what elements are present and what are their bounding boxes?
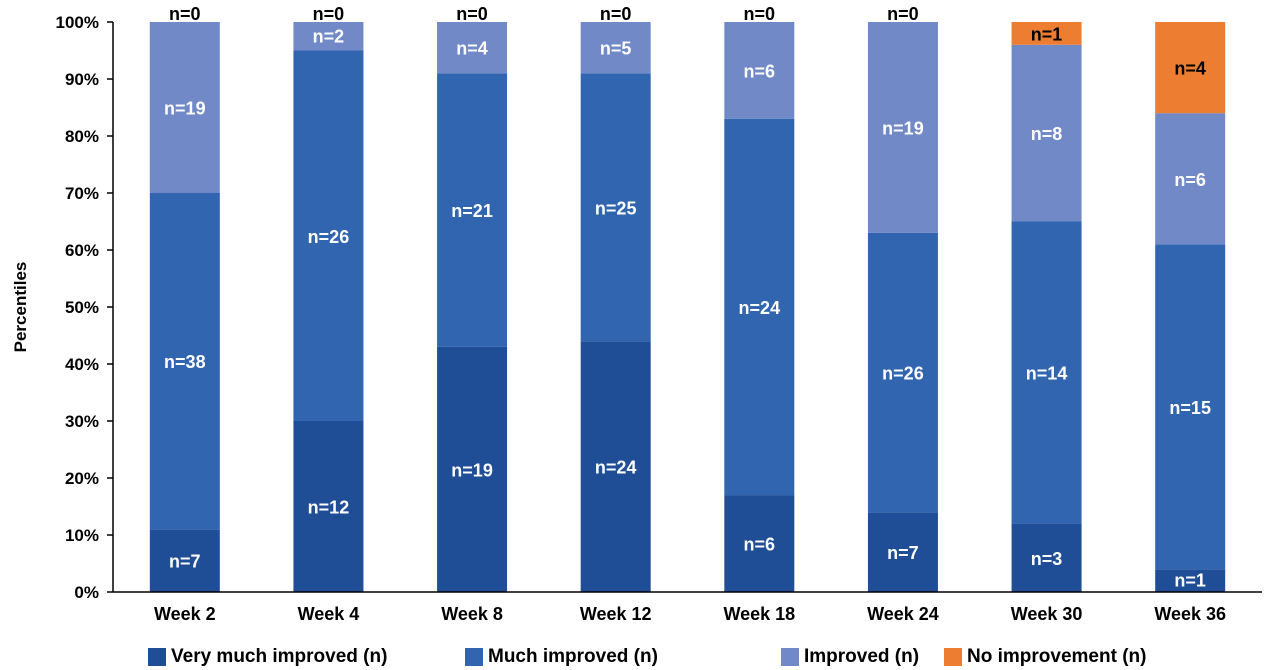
x-tick-label: Week 8 [441,604,503,624]
data-label: n=3 [1031,549,1063,569]
bar-segment [293,50,364,421]
data-label: n=0 [313,4,345,24]
data-label: n=15 [1169,398,1211,418]
bar-segment [1155,569,1226,592]
data-label: n=2 [313,26,345,46]
x-axis: Week 2 Week 4 Week 8 Week 12 Week 18 Week 24 W… [113,591,1262,624]
y-axis-title: Percentiles [11,262,30,353]
legend-item: No improvement (n) [944,645,1146,669]
bar-segment [1155,244,1226,570]
legend-label: Much improved (n) [488,646,658,667]
bar-segment [580,341,651,592]
y-tick-label: 60% [65,241,99,260]
legend-label: No improvement (n) [967,646,1147,667]
legend: Very much improved (n) Much improved (n) I… [0,645,1277,669]
data-label: n=4 [456,39,488,59]
y-tick-label: 50% [65,298,99,317]
bar-segment [1155,22,1226,114]
data-label: n=0 [600,4,632,24]
bar-segment [867,512,938,592]
data-label: n=6 [744,61,776,81]
data-label: n=19 [451,460,493,480]
x-tick-label: Week 18 [723,604,795,624]
bar-segment [724,118,795,496]
data-label: n=25 [595,198,637,218]
data-label: n=0 [169,4,201,24]
bar-segment [293,22,364,51]
legend-item: Very much improved (n) [148,645,387,669]
x-tick-label: Week 30 [1011,604,1083,624]
y-tick-label: 70% [65,184,99,203]
data-label: n=0 [456,4,488,24]
bar-segment [437,22,508,74]
y-tick-label: 80% [65,127,99,146]
segment-labels: n=7n=38n=19n=0n=12n=26n=2n=0n=19n=21n=4n… [164,4,1211,591]
x-tick-label: Week 24 [867,604,939,624]
bar-segment [149,22,220,193]
legend-label: Very much improved (n) [171,646,388,667]
data-label: n=0 [887,4,919,24]
legend-item: Improved (n) [781,645,919,669]
x-tick-label: Week 4 [298,604,360,624]
y-tick-label: 90% [65,70,99,89]
data-label: n=8 [1031,124,1063,144]
bar-segment [149,193,220,530]
legend-swatch [465,648,483,666]
y-tick-label: 30% [65,412,99,431]
bar-segment [724,22,795,119]
legend-swatch [944,648,962,666]
x-tick-label: Week 36 [1154,604,1226,624]
bar-segment [437,73,508,347]
x-tick-label: Week 12 [580,604,652,624]
y-tick-label: 20% [65,469,99,488]
y-tick-label: 0% [74,583,99,602]
bar-segment [1011,221,1082,524]
data-label: n=1 [1031,24,1063,44]
legend-swatch [148,648,166,666]
y-axis: 0% 10% 20% 30% 40% 50% 60% 70% 80% 90% 100% Percent… [11,13,114,602]
bar-segment [867,22,938,233]
bar-segment [580,73,651,342]
y-tick-label: 40% [65,355,99,374]
bar-segment [293,421,364,592]
data-label: n=19 [164,99,206,119]
data-label: n=1 [1174,571,1206,591]
y-tick-label: 10% [65,526,99,545]
data-label: n=7 [887,543,919,563]
data-label: n=24 [739,298,781,318]
data-label: n=0 [744,4,776,24]
bar-segment [867,232,938,513]
legend-label: Improved (n) [804,646,920,667]
x-tick-label: Week 2 [154,604,216,624]
bar-segment [437,346,508,592]
bar-segment [1011,523,1082,592]
data-label: n=26 [308,227,350,247]
bar-segment [1011,44,1082,222]
data-label: n=26 [882,364,924,384]
bar-segment [1155,113,1226,245]
data-label: n=38 [164,352,206,372]
y-tick-label: 100% [56,13,99,32]
bar-segment [1011,22,1082,45]
data-label: n=4 [1174,59,1206,79]
legend-swatch [781,648,799,666]
bar-segment [724,495,795,592]
data-label: n=14 [1026,364,1068,384]
data-label: n=21 [451,201,493,221]
data-label: n=5 [600,39,632,59]
data-label: n=24 [595,458,637,478]
data-label: n=19 [882,118,924,138]
data-label: n=12 [308,498,350,518]
bars [149,22,1226,592]
legend-item: Much improved (n) [465,645,658,669]
bar-segment [580,22,651,74]
data-label: n=6 [744,535,776,555]
data-label: n=6 [1174,170,1206,190]
data-label: n=7 [169,552,201,572]
bar-segment [149,529,220,592]
